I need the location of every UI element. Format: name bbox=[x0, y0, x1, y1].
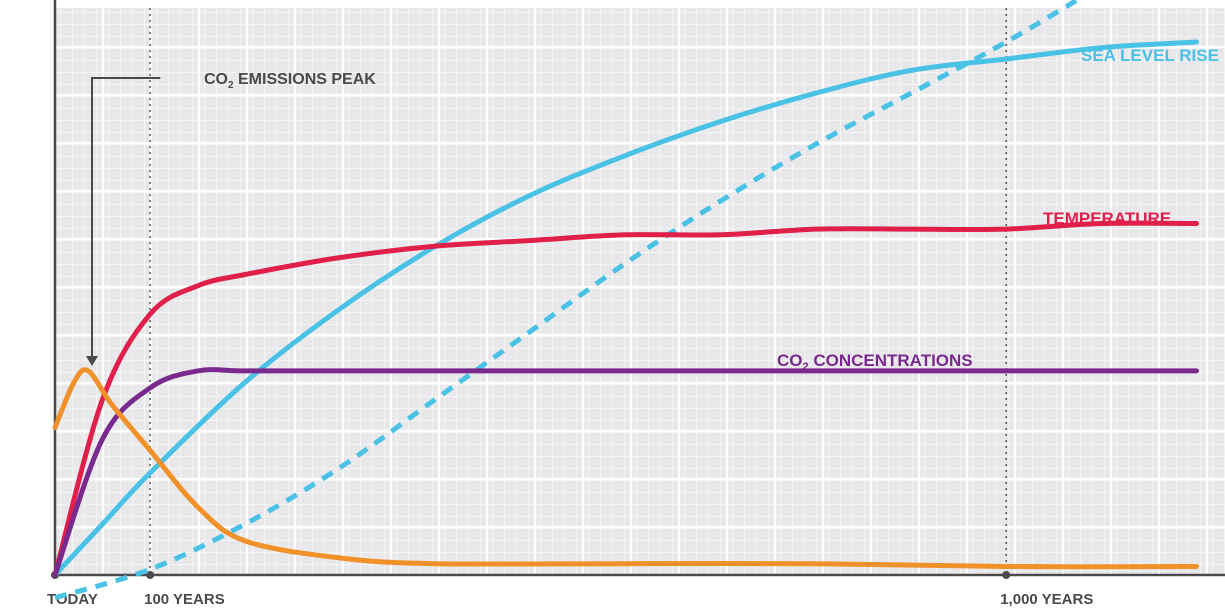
annotation-label: CO2 EMISSIONS PEAK bbox=[204, 71, 376, 91]
x-tick-label: 100 YEARS bbox=[144, 591, 225, 608]
series-label: SEA LEVEL RISE bbox=[1081, 46, 1219, 65]
grid bbox=[55, 8, 1225, 575]
series-lines bbox=[52, 0, 1199, 601]
x-tick-label: 1,000 YEARS bbox=[1000, 591, 1093, 608]
series-label: TEMPERATURE bbox=[1043, 209, 1171, 228]
series-labels: SEA LEVEL RISE TEMPERATURE CO2 CONCENTRATI… bbox=[777, 46, 1219, 373]
major-grid bbox=[55, 8, 1225, 575]
series-line-0 bbox=[52, 39, 1199, 578]
series-label: CO2 CONCENTRATIONS bbox=[777, 351, 973, 373]
tick-marker bbox=[146, 571, 155, 579]
x-tick-label: TODAY bbox=[47, 591, 98, 608]
series-line-4 bbox=[52, 367, 1199, 570]
annotations: CO2 EMISSIONS PEAK bbox=[86, 71, 376, 366]
series-line-1 bbox=[54, 0, 1082, 601]
tick-marker bbox=[1002, 571, 1011, 579]
axes: TODAY 100 YEARS 1,000 YEARS bbox=[47, 0, 1225, 608]
series-line-2 bbox=[52, 220, 1199, 578]
annotation-arrowhead bbox=[86, 356, 98, 366]
annotation-arrow-line bbox=[91, 77, 161, 358]
